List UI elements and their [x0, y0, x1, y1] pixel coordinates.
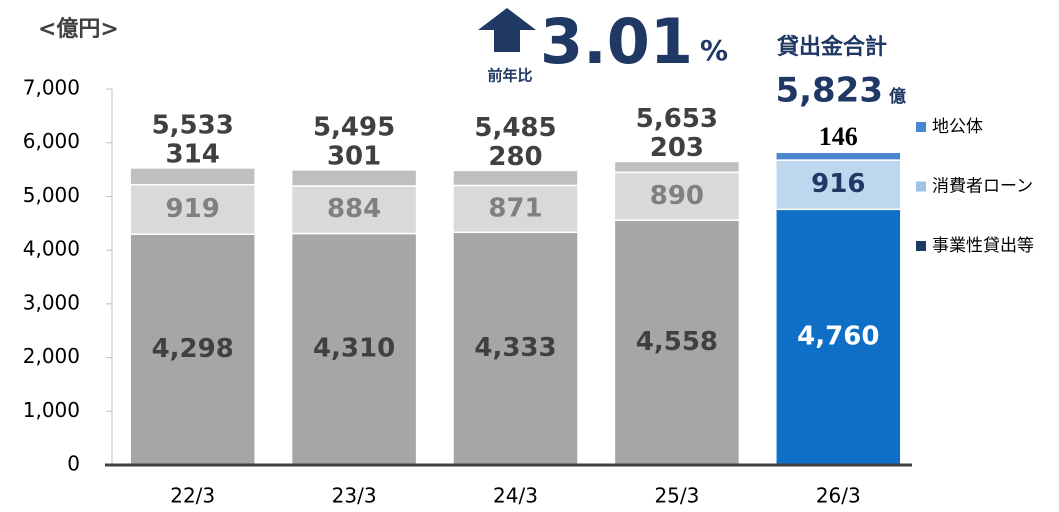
- y-tick-label: 6,000: [23, 129, 80, 153]
- legend-swatch: [916, 181, 926, 192]
- total-label: 5,495: [313, 112, 395, 142]
- data-label: 871: [488, 193, 542, 223]
- bar-segment: [775, 159, 902, 211]
- data-label: 916: [811, 169, 865, 199]
- y-tick-label: 0: [67, 452, 80, 476]
- legend-label: 消費者ローン: [932, 177, 1033, 197]
- legend-label: 地公体: [932, 117, 983, 137]
- y-tick-label: 4,000: [23, 237, 80, 261]
- up-arrow: [478, 8, 536, 52]
- y-tick-label: 7,000: [23, 76, 80, 100]
- total-unit: 億: [889, 86, 906, 107]
- bar-segment: [129, 184, 256, 235]
- bar-segment: [775, 151, 902, 161]
- data-label: 146: [819, 122, 858, 151]
- bar-segment: [129, 233, 256, 466]
- yoy-value: 3.01: [540, 5, 693, 78]
- data-label: 919: [166, 194, 220, 224]
- bar-segment: [452, 169, 579, 187]
- x-tick-label: 22/3: [170, 484, 215, 508]
- x-tick-label: 24/3: [493, 484, 538, 508]
- data-label: 4,310: [313, 334, 395, 364]
- data-label: 884: [327, 194, 381, 224]
- legend-swatch: [916, 241, 926, 251]
- total-label: 5,533: [152, 110, 234, 140]
- y-tick-label: 5,000: [23, 183, 80, 207]
- bar-segment: [613, 171, 741, 221]
- unit-label: <億円>: [38, 16, 119, 42]
- x-tick-label: 23/3: [332, 484, 377, 508]
- data-label: 314: [166, 139, 220, 169]
- y-tick-label: 3,000: [23, 290, 80, 314]
- yoy-label: 前年比: [487, 67, 532, 85]
- bar-segment: [613, 160, 741, 174]
- data-label: 4,298: [152, 334, 234, 364]
- data-label: 203: [650, 133, 704, 163]
- bar-segment: [290, 185, 418, 235]
- x-tick-label: 25/3: [654, 484, 699, 508]
- x-tick-label: 26/3: [816, 484, 861, 508]
- total-label: 貸出金合計: [776, 34, 887, 60]
- bar-segment: [129, 167, 256, 186]
- total-label: 5,485: [474, 113, 556, 143]
- legend-label: 事業性貸出等: [932, 236, 1034, 256]
- y-tick-label: 2,000: [23, 344, 80, 368]
- bar-segment: [452, 184, 579, 234]
- legend-swatch: [916, 122, 926, 132]
- data-label: 4,760: [797, 322, 879, 352]
- bar-segment: [290, 169, 418, 187]
- data-label: 280: [488, 142, 542, 172]
- data-label: 4,333: [474, 333, 556, 363]
- yoy-unit: %: [700, 34, 728, 67]
- y-tick-label: 1,000: [23, 398, 80, 422]
- total-value: 5,823: [775, 71, 883, 111]
- bar-segment: [775, 208, 902, 466]
- data-label: 4,558: [636, 327, 718, 357]
- data-label: 890: [650, 181, 704, 211]
- data-label: 301: [327, 141, 381, 171]
- total-label: 5,653: [636, 104, 718, 134]
